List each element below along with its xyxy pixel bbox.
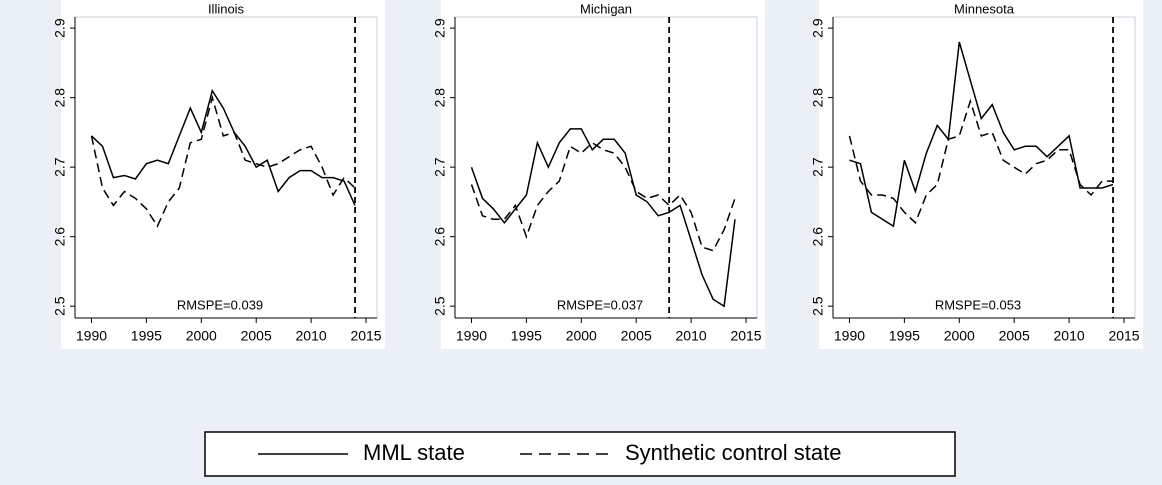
panel-title: Michigan [580, 1, 632, 16]
plot-area [61, 0, 385, 349]
x-tick-label: 2015 [730, 328, 761, 344]
y-tick-label: 2.7 [432, 157, 448, 177]
x-tick-label: 2015 [1108, 328, 1139, 344]
x-tick-label: 2005 [621, 328, 652, 344]
y-tick-label: 2.9 [810, 18, 826, 38]
annotation: RMSPE=0.053 [935, 297, 1021, 312]
y-tick-label: 2.9 [52, 18, 68, 38]
x-tick-label: 2010 [1054, 328, 1085, 344]
x-tick-label: 1995 [889, 328, 920, 344]
x-tick-label: 2000 [186, 328, 217, 344]
x-tick-label: 2010 [296, 328, 327, 344]
series-line [90, 94, 356, 228]
series-line [90, 88, 356, 206]
x-tick-label: 1990 [834, 328, 865, 344]
y-tick-label: 2.5 [432, 296, 448, 316]
x-tick-label: 2005 [241, 328, 272, 344]
x-tick-label: 1995 [131, 328, 162, 344]
y-tick-label: 2.6 [52, 227, 68, 247]
x-tick-label: 1990 [76, 328, 107, 344]
x-tick-label: 2000 [944, 328, 975, 344]
panel-title: Illinois [208, 1, 245, 16]
series-line [470, 141, 736, 252]
y-tick-label: 2.5 [810, 296, 826, 316]
x-tick-label: 1990 [456, 328, 487, 344]
y-tick-label: 2.9 [432, 18, 448, 38]
plot-area [441, 0, 765, 349]
y-tick-label: 2.6 [432, 227, 448, 247]
y-tick-label: 2.6 [810, 227, 826, 247]
x-tick-label: 1995 [511, 328, 542, 344]
y-tick-label: 2.7 [810, 157, 826, 177]
y-tick-label: 2.8 [810, 88, 826, 108]
y-tick-label: 2.5 [52, 296, 68, 316]
panel-title: Minnesota [954, 1, 1015, 16]
plot-area [819, 0, 1143, 349]
x-tick-label: 2000 [566, 328, 597, 344]
y-tick-label: 2.8 [52, 88, 68, 108]
annotation: RMSPE=0.037 [557, 297, 643, 312]
y-tick-label: 2.8 [432, 88, 448, 108]
y-tick-label: 2.7 [52, 157, 68, 177]
legend-label: MML state [363, 440, 465, 465]
x-tick-label: 2015 [350, 328, 381, 344]
x-tick-label: 2005 [999, 328, 1030, 344]
series-line [848, 98, 1113, 225]
annotation: RMSPE=0.039 [177, 297, 263, 312]
series-line [470, 128, 736, 308]
series-line [849, 41, 1114, 228]
x-tick-label: 2010 [676, 328, 707, 344]
legend-label: Synthetic control state [625, 440, 841, 465]
